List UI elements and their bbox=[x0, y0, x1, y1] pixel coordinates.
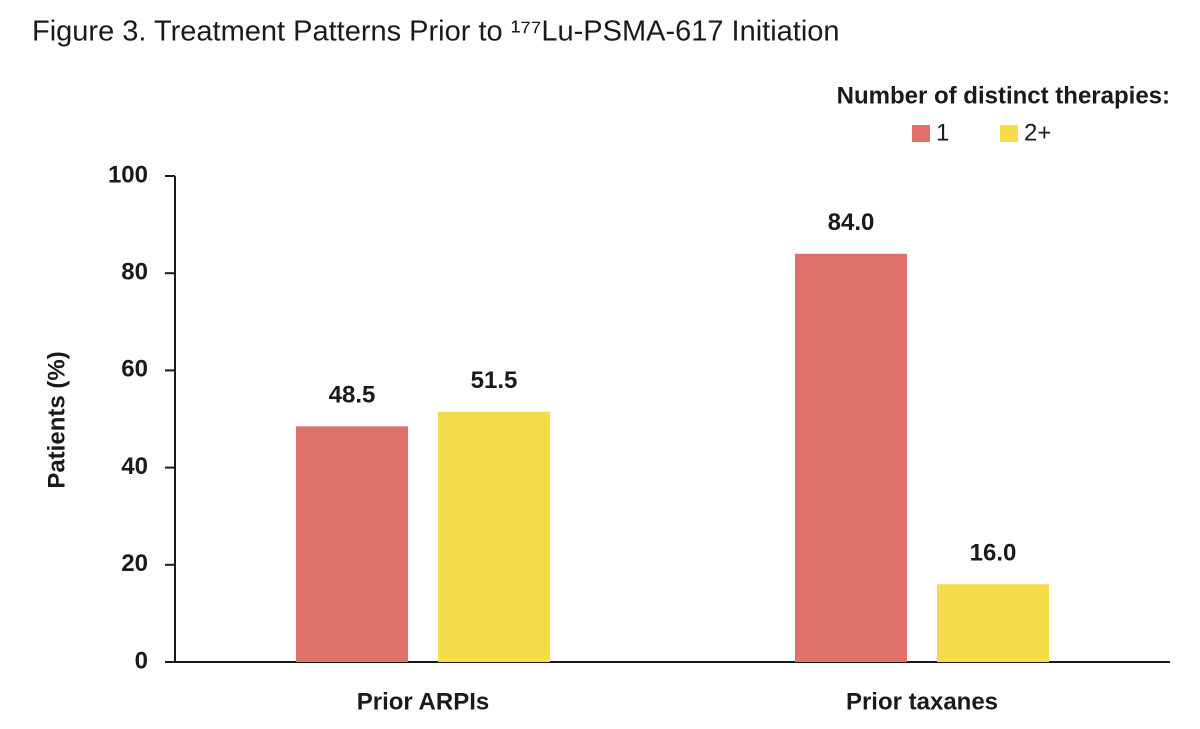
legend-label: 2+ bbox=[1024, 119, 1051, 146]
bar bbox=[937, 584, 1049, 662]
value-label: 84.0 bbox=[828, 209, 875, 236]
y-tick-label: 40 bbox=[121, 453, 148, 480]
bar bbox=[438, 411, 550, 662]
value-label: 51.5 bbox=[471, 367, 518, 394]
value-label: 16.0 bbox=[970, 540, 1017, 567]
chart-title: Figure 3. Treatment Patterns Prior to ¹⁷… bbox=[32, 16, 840, 48]
bar bbox=[296, 426, 408, 662]
x-tick-label: Prior ARPIs bbox=[357, 688, 489, 715]
bar bbox=[795, 253, 907, 662]
legend-label: 1 bbox=[936, 119, 949, 146]
value-label: 48.5 bbox=[329, 382, 376, 409]
y-tick-label: 80 bbox=[121, 259, 148, 286]
y-tick-label: 60 bbox=[121, 356, 148, 383]
y-axis-label: Patients (%) bbox=[43, 351, 70, 488]
x-tick-label: Prior taxanes bbox=[846, 688, 998, 715]
legend-title: Number of distinct therapies: bbox=[837, 82, 1170, 109]
legend-swatch bbox=[1000, 125, 1018, 142]
legend-swatch bbox=[912, 125, 930, 142]
y-tick-label: 20 bbox=[121, 550, 148, 577]
y-tick-label: 100 bbox=[108, 161, 148, 188]
y-tick-label: 0 bbox=[135, 647, 148, 674]
